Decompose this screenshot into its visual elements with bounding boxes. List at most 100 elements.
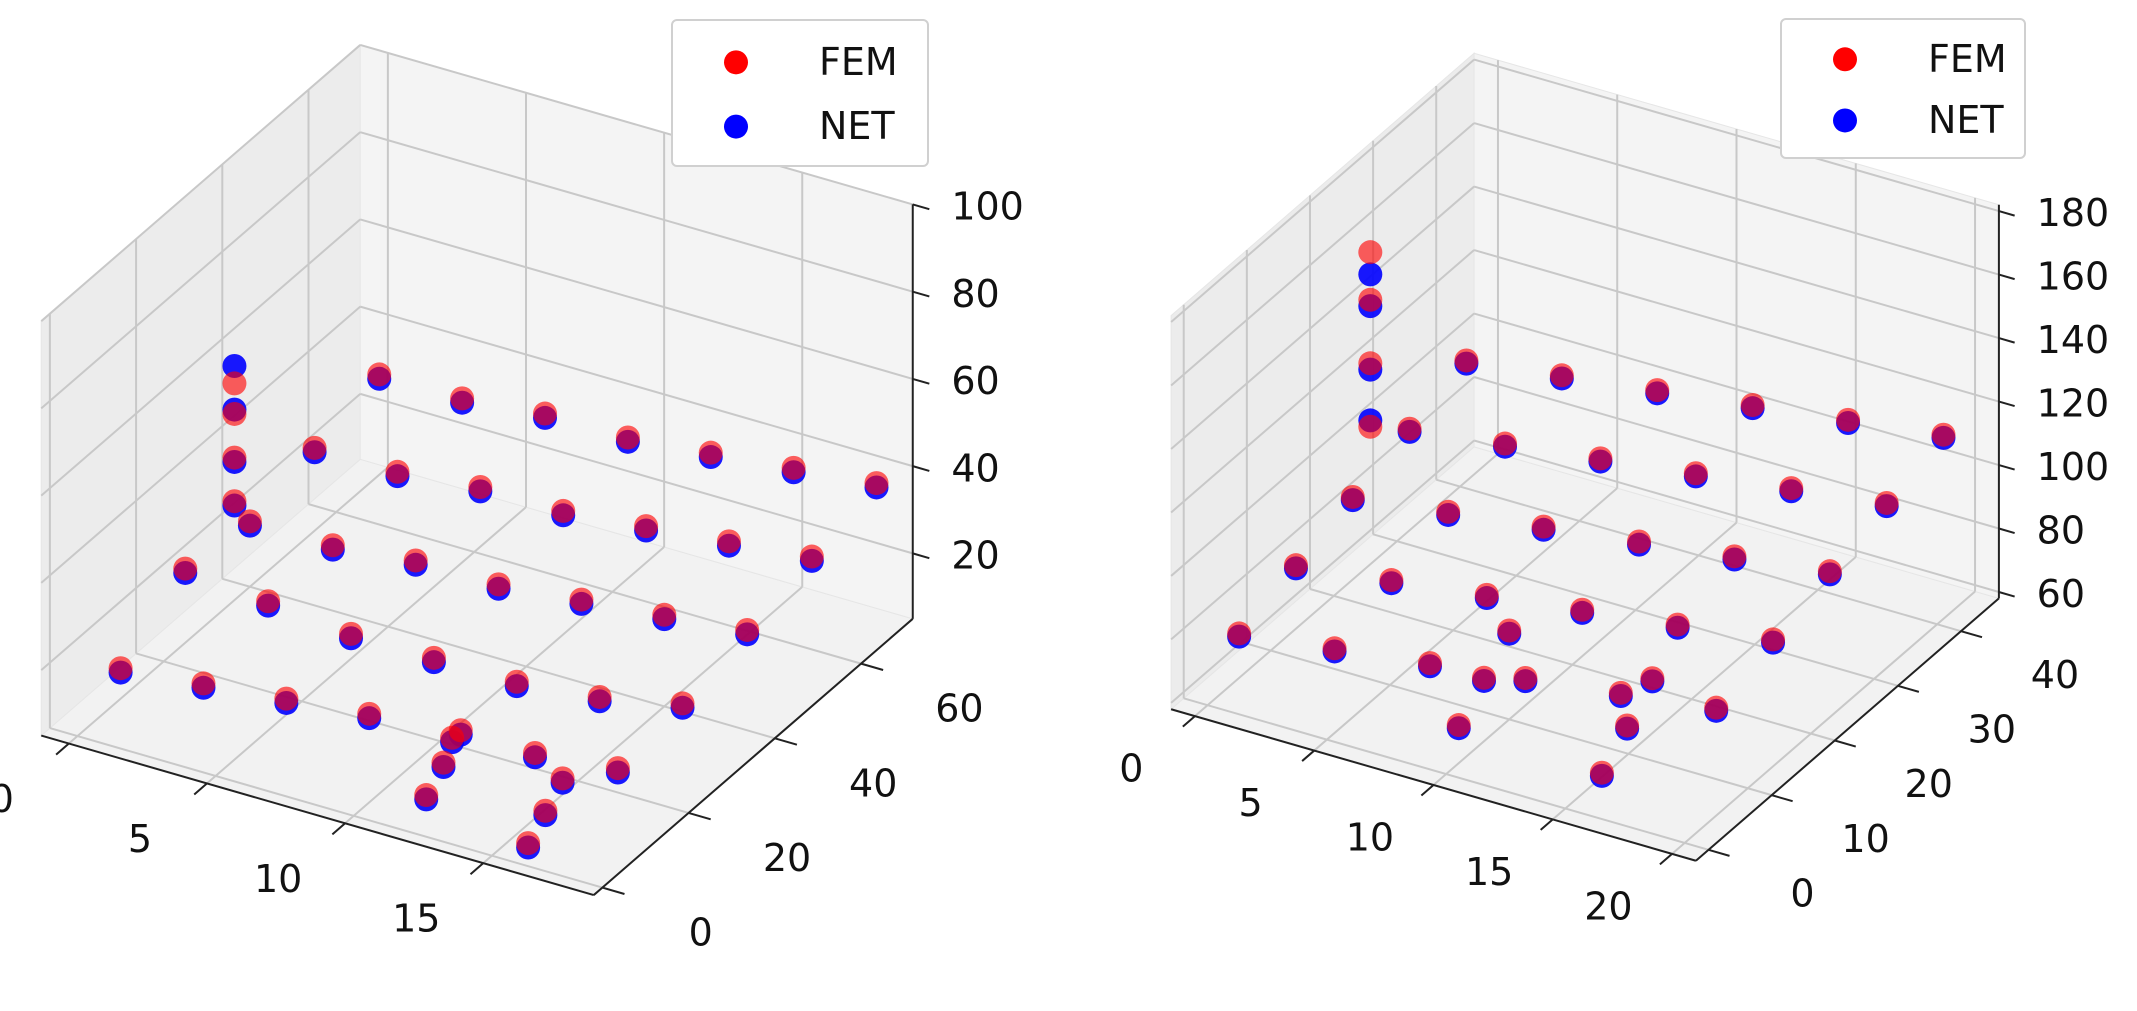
grid-line xyxy=(1473,312,2000,466)
legend-label: NET xyxy=(819,104,895,148)
point xyxy=(1704,695,1729,720)
x-tick-label: 0 xyxy=(0,777,14,821)
plot: 0 5 10 15 0 20 40 60 20 40 60 80 100 xyxy=(0,43,1024,955)
legend-marker xyxy=(724,114,748,139)
point xyxy=(1492,431,1517,456)
z-tick-label: 60 xyxy=(951,359,999,403)
grid-line xyxy=(1170,58,1475,323)
z-tick-label: 20 xyxy=(951,534,999,578)
point xyxy=(1615,713,1640,738)
grid-line xyxy=(359,218,914,380)
point xyxy=(550,766,575,791)
point xyxy=(1379,568,1404,593)
tick-mark xyxy=(1998,337,2015,344)
point xyxy=(1474,582,1499,607)
tick-mark xyxy=(469,862,484,875)
grid-line xyxy=(49,727,603,889)
legend-label: FEM xyxy=(1928,37,2007,81)
point xyxy=(1340,484,1365,509)
z-tick-label: 160 xyxy=(2037,255,2110,299)
point xyxy=(320,533,345,558)
grid-line xyxy=(1432,521,1738,786)
point xyxy=(222,489,247,514)
point xyxy=(551,498,576,523)
point xyxy=(1608,680,1633,705)
point xyxy=(1472,665,1496,690)
y-tick-label: 0 xyxy=(1790,872,1814,916)
grid-line xyxy=(206,506,527,785)
point xyxy=(1874,490,1899,515)
point xyxy=(173,556,198,581)
point xyxy=(222,353,247,378)
grid-line xyxy=(1170,249,1475,514)
grid-line xyxy=(40,44,361,322)
tick-mark xyxy=(1998,273,2015,281)
z-tick-label: 180 xyxy=(2037,191,2110,235)
legend-label: FEM xyxy=(819,40,898,84)
point xyxy=(1761,627,1786,652)
point xyxy=(1454,348,1479,373)
point xyxy=(781,455,806,480)
point xyxy=(108,656,133,681)
point xyxy=(1549,363,1574,388)
tick-mark xyxy=(1182,715,1196,728)
grid-line xyxy=(359,131,914,293)
point xyxy=(1436,499,1461,524)
point xyxy=(403,548,428,573)
point xyxy=(1779,476,1804,501)
tick-mark xyxy=(193,782,208,796)
tick-mark xyxy=(1420,784,1435,797)
point xyxy=(1358,262,1383,287)
tick-mark xyxy=(912,465,930,472)
legend: FEM NET xyxy=(671,19,929,167)
grid-line xyxy=(1473,185,2000,340)
tick-mark xyxy=(1834,739,1857,748)
y-tick-label: 30 xyxy=(1968,708,2016,752)
point xyxy=(533,401,558,426)
point xyxy=(222,371,247,396)
point xyxy=(1589,760,1614,785)
grid-line xyxy=(1170,439,1475,704)
legend: FEM NET xyxy=(1780,18,2026,159)
grid-line xyxy=(1170,185,1475,450)
tick-mark xyxy=(912,203,930,211)
x-tick-label: 15 xyxy=(1465,850,1513,894)
point xyxy=(302,435,327,460)
point xyxy=(486,572,511,597)
point xyxy=(1497,618,1522,643)
z-tick-label: 80 xyxy=(951,272,999,316)
grid-line xyxy=(1435,478,1962,633)
tick-mark xyxy=(1998,464,2015,471)
grid-line xyxy=(359,305,914,468)
point xyxy=(256,589,281,614)
grid-line xyxy=(1473,439,2000,593)
point xyxy=(431,750,456,775)
point xyxy=(652,602,677,627)
x-axis-line xyxy=(1170,708,1697,862)
point xyxy=(1513,665,1538,690)
point xyxy=(634,514,659,539)
tick-mark xyxy=(331,822,346,836)
point xyxy=(735,617,760,642)
point xyxy=(615,425,640,450)
z-tick-label: 40 xyxy=(951,446,999,490)
point xyxy=(385,459,410,484)
point xyxy=(533,798,558,823)
point xyxy=(1722,544,1747,569)
tick-mark xyxy=(774,737,798,746)
point xyxy=(1645,378,1670,403)
z-tick-label: 60 xyxy=(2037,572,2085,616)
grid-line xyxy=(308,503,862,665)
x-tick-label: 5 xyxy=(1239,781,1263,825)
grid-line xyxy=(1473,58,2000,213)
grid-line xyxy=(1473,122,2000,276)
point xyxy=(1227,621,1252,646)
point xyxy=(339,621,364,646)
point xyxy=(1417,651,1442,676)
tick-mark xyxy=(1708,848,1730,857)
point xyxy=(1358,351,1383,376)
grid-line xyxy=(1372,533,1899,687)
x-tick-label: 10 xyxy=(254,857,302,901)
tick-mark xyxy=(912,552,930,560)
point xyxy=(448,718,473,743)
